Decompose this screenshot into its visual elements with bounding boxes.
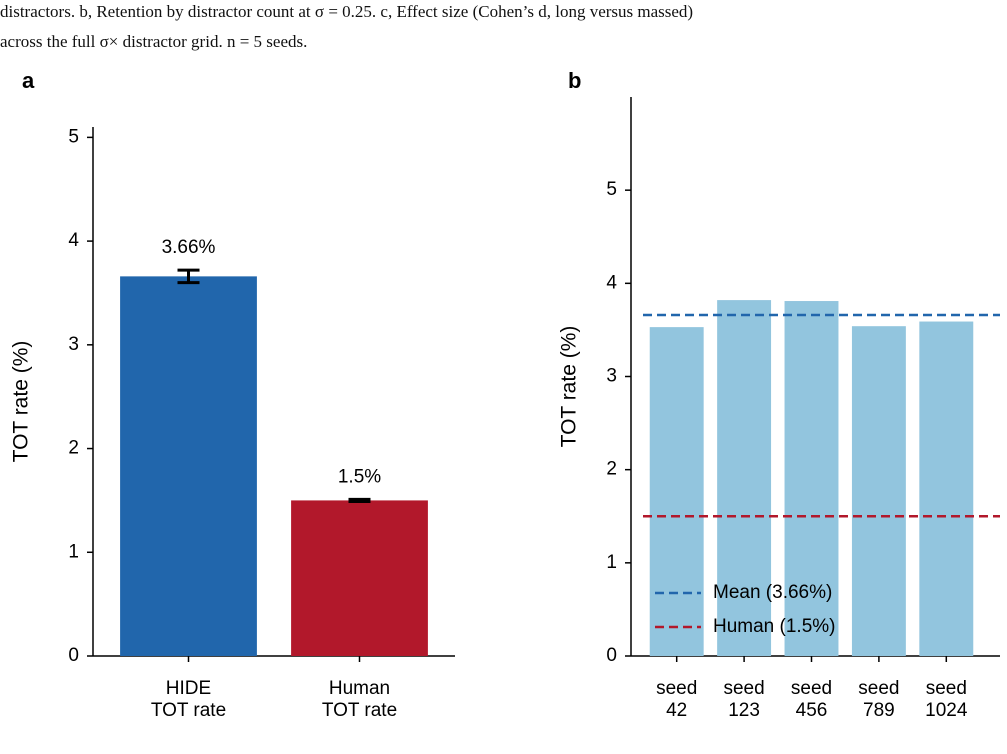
y-tick-label: 4 [68,230,79,251]
panel-label: b [568,68,581,93]
y-tick-label: 1 [68,541,79,562]
y-tick-label: 0 [606,645,617,666]
x-tick-label: HIDE TOT rate [150,678,227,721]
bar [717,300,772,656]
bar [291,500,428,656]
y-tick-label: 1 [606,552,617,573]
y-tick-label: 5 [606,179,617,200]
panel-label: a [22,68,35,93]
x-tick-label: seed 123 [723,678,765,721]
x-tick-label: seed 456 [790,678,833,721]
x-tick-label: Human TOT rate [321,678,398,721]
y-tick-label: 4 [606,272,617,293]
y-tick-label: 3 [68,334,79,355]
error-bar [177,268,200,285]
y-tick-label: 5 [68,126,79,147]
value-label: 1.5% [338,466,381,487]
error-bar [348,497,371,503]
legend-label: Mean (3.66%) [713,582,832,603]
x-tick-label: seed 789 [858,678,900,721]
y-axis-label: TOT rate (%) [10,341,33,463]
x-tick-label: seed 42 [656,678,698,721]
value-label: 3.66% [162,237,216,258]
bar [919,321,974,656]
y-tick-label: 2 [68,438,79,459]
y-tick-label: 3 [606,366,617,387]
caption-line: distractors. b, Retention by distractor … [0,2,694,21]
bar [120,276,257,656]
x-tick-label: seed 1024 [925,678,968,721]
y-tick-label: 2 [606,459,617,480]
caption-line: across the full σ× distractor grid. n = … [0,32,308,51]
bar [649,327,704,656]
legend-label: Human (1.5%) [713,616,836,637]
y-axis-label: TOT rate (%) [558,326,581,448]
bar [784,301,839,656]
bar [851,326,906,656]
y-tick-label: 0 [68,645,79,666]
